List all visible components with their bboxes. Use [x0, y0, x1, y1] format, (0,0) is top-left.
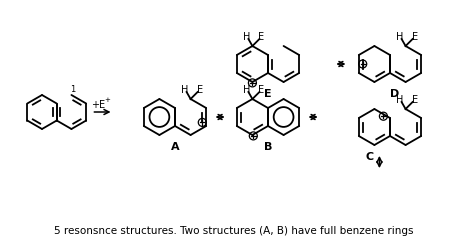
- Text: E: E: [197, 85, 203, 95]
- Text: H: H: [243, 85, 250, 95]
- Text: H: H: [396, 32, 403, 42]
- Text: +E: +E: [91, 100, 106, 110]
- Text: A: A: [171, 142, 179, 152]
- Text: H: H: [396, 95, 403, 105]
- Text: E: E: [258, 85, 265, 95]
- Text: E: E: [264, 89, 272, 99]
- Text: 5 resonsnce structures. Two structures (A, B) have full benzene rings: 5 resonsnce structures. Two structures (…: [54, 226, 414, 236]
- Text: H: H: [243, 32, 250, 42]
- Text: D: D: [390, 89, 400, 99]
- Text: +: +: [105, 97, 110, 103]
- Text: E: E: [258, 32, 265, 42]
- Text: B: B: [264, 142, 272, 152]
- Text: C: C: [365, 152, 373, 162]
- Text: H: H: [181, 85, 188, 95]
- Text: E: E: [411, 95, 418, 105]
- Text: E: E: [411, 32, 418, 42]
- Text: 1: 1: [70, 85, 75, 94]
